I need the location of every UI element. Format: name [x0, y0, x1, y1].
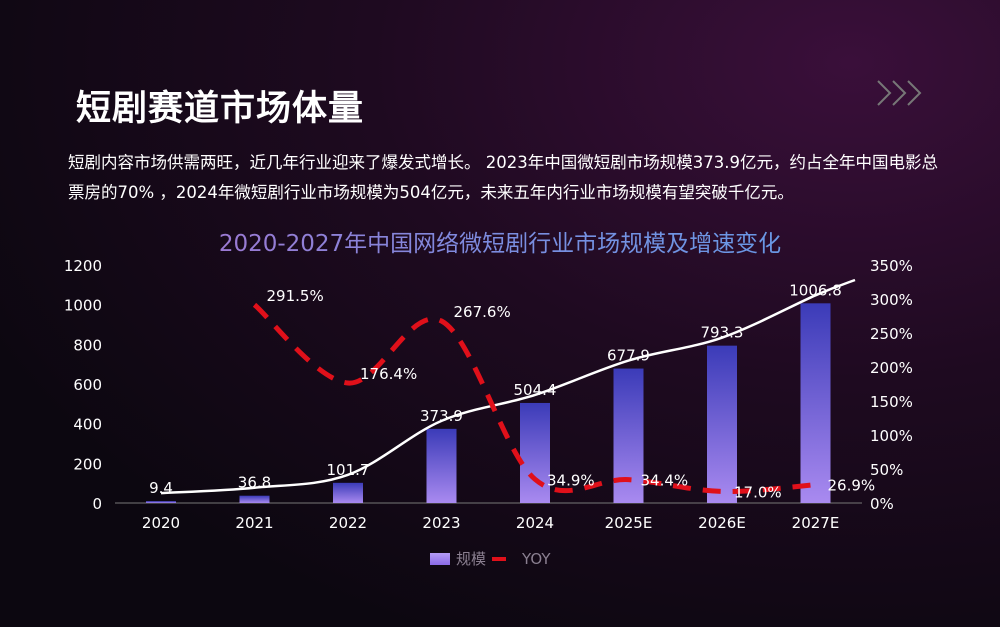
bar-data-label: 1006.8	[789, 281, 842, 299]
yoy-data-label: 291.5%	[267, 287, 324, 305]
x-tick-label: 2025E	[605, 514, 653, 532]
bar-2023	[426, 428, 457, 503]
x-tick-label: 2020	[142, 514, 180, 532]
y-right-tick-label: 350%	[870, 257, 913, 275]
x-tick-label: 2027E	[792, 514, 840, 532]
legend-label-scale: 规模	[456, 550, 487, 568]
bar-data-label: 373.9	[420, 407, 463, 425]
bar-data-label: 793.3	[701, 324, 744, 342]
x-tick-label: 2021	[235, 514, 273, 532]
slide-description: 短剧内容市场供需两旺，近几年行业迎来了爆发式增长。 2023年中国微短剧市场规模…	[68, 153, 938, 202]
bar-2021	[239, 495, 270, 503]
y-left-tick-label: 200	[73, 455, 102, 473]
yoy-data-label: 17.0%	[734, 483, 782, 501]
bar-data-label: 504.4	[514, 381, 557, 399]
y-right-tick-label: 0%	[870, 495, 894, 513]
legend-label-yoy: YOY	[522, 549, 551, 568]
bar-2025E	[613, 368, 644, 503]
bar-2022	[333, 482, 363, 503]
y-right-tick-label: 200%	[870, 359, 913, 377]
bar-data-label: 677.9	[607, 347, 650, 365]
bar-2020	[146, 501, 176, 503]
y-right-tick-label: 300%	[870, 291, 913, 309]
bar-2027E	[800, 303, 831, 503]
y-right-tick-label: 250%	[870, 325, 913, 343]
y-right-tick-label: 50%	[870, 461, 903, 479]
x-tick-label: 2022	[329, 514, 367, 532]
bar-2024	[520, 402, 550, 503]
y-left-tick-label: 600	[73, 376, 102, 394]
y-right-tick-label: 150%	[870, 393, 913, 411]
bar-data-label: 9.4	[149, 479, 173, 497]
yoy-data-label: 176.4%	[360, 365, 417, 383]
bar-2026E	[707, 345, 737, 503]
y-left-tick-label: 400	[73, 416, 102, 434]
y-left-tick-label: 1200	[64, 257, 102, 275]
bar-data-label: 101.7	[327, 461, 370, 479]
yoy-data-label: 34.9%	[547, 471, 595, 489]
triple-chevron-right-icon	[877, 80, 922, 106]
legend-swatch-yoy	[492, 556, 507, 561]
x-tick-label: 2024	[516, 514, 554, 532]
x-tick-label: 2026E	[698, 514, 746, 532]
y-left-tick-label: 1000	[64, 297, 102, 315]
x-tick-label: 2023	[422, 514, 460, 532]
chart-title: 2020-2027年中国网络微短剧行业市场规模及增速变化	[0, 224, 1000, 258]
y-right-tick-label: 100%	[870, 427, 913, 445]
legend-swatch-bar	[430, 552, 450, 565]
yoy-data-label: 26.9%	[828, 477, 876, 495]
trend-line	[160, 278, 856, 495]
yoy-line	[252, 302, 816, 494]
y-left-tick-label: 0	[92, 495, 102, 513]
yoy-data-label: 267.6%	[454, 303, 511, 321]
slide-title: 短剧赛道市场体量	[76, 89, 365, 129]
yoy-data-label: 34.4%	[641, 472, 689, 490]
chart-legend: 规模 YOY	[430, 548, 551, 569]
y-left-tick-label: 800	[73, 336, 102, 354]
bar-data-label: 36.8	[238, 474, 271, 492]
